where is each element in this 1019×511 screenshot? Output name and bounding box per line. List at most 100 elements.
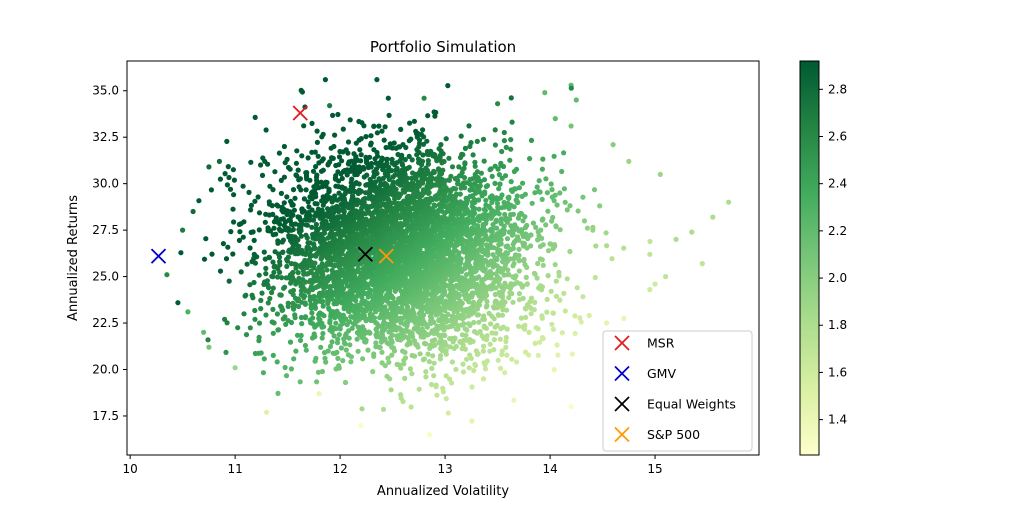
scatter-point [319,220,325,226]
scatter-point [356,187,362,193]
scatter-point [379,155,385,161]
scatter-point [349,176,355,182]
scatter-point [313,221,319,228]
scatter-point [532,190,538,196]
scatter-point [327,318,333,324]
scatter-point [493,298,499,304]
scatter-point [271,264,277,270]
scatter-point [552,262,558,268]
scatter-point [572,330,578,337]
scatter-point [463,356,470,362]
scatter-point [564,276,570,282]
scatter-point [388,387,394,393]
scatter-point [425,158,431,164]
scatter-point [262,256,268,262]
scatter-point [463,306,469,312]
scatter-point [474,169,480,175]
scatter-point [494,322,500,328]
scatter-point [270,352,276,358]
scatter-point [458,133,464,139]
scatter-point [540,216,546,222]
scatter-point [282,314,288,320]
scatter-point [501,199,507,206]
scatter-point [493,330,499,336]
scatter-point [340,358,346,364]
scatter-point [484,242,490,248]
scatter-point [252,307,258,314]
scatter-point [307,294,313,300]
scatter-point [284,263,290,269]
scatter-point [445,324,451,330]
scatter-point [528,295,535,301]
scatter-point [409,352,415,359]
scatter-point [262,279,268,285]
scatter-point [593,243,599,249]
scatter-point [564,207,570,213]
scatter-point [522,322,528,328]
scatter-point [287,339,294,345]
scatter-point [584,225,591,231]
scatter-point [449,359,455,365]
scatter-point [443,136,449,142]
scatter-point [247,282,253,288]
scatter-point [481,360,487,366]
scatter-point [448,173,454,179]
scatter-point [501,129,507,136]
scatter-point [463,195,469,201]
scatter-point [436,317,442,323]
scatter-point [509,119,515,125]
scatter-point [418,166,424,173]
scatter-point [443,396,449,402]
scatter-point [371,351,377,357]
scatter-point [455,312,461,318]
scatter-point [530,220,537,226]
scatter-point [295,270,301,276]
scatter-point [499,348,505,354]
scatter-point [508,137,514,143]
scatter-point [430,353,436,359]
scatter-point [164,272,170,278]
scatter-point [267,295,273,302]
scatter-point [275,390,281,396]
scatter-point [424,148,430,155]
scatter-point [450,321,456,327]
scatter-point [386,359,392,365]
scatter-point [480,376,487,382]
scatter-point [503,338,509,345]
scatter-point [470,152,476,158]
scatter-point [524,222,530,229]
scatter-point [270,285,276,291]
scatter-point [509,356,515,362]
scatter-point [689,229,695,235]
scatter-point [389,332,395,338]
scatter-point [354,336,360,342]
scatter-point [469,203,475,209]
scatter-point [429,365,435,371]
scatter-point [513,166,520,172]
scatter-point [497,181,503,187]
scatter-point [604,320,610,326]
scatter-point [334,308,340,314]
scatter-point [489,330,495,336]
scatter-point [296,275,302,281]
scatter-point [327,343,334,349]
scatter-point [319,368,325,375]
chart-title: Portfolio Simulation [370,38,516,56]
scatter-point [503,334,509,341]
scatter-point [299,321,305,327]
scatter-point [336,363,342,369]
scatter-point [581,218,588,224]
scatter-point [256,334,262,340]
scatter-point [392,172,398,178]
scatter-point [466,123,472,129]
scatter-point [333,320,339,326]
scatter-point [480,222,486,228]
scatter-point [291,356,297,362]
scatter-point [504,236,511,242]
scatter-point [486,310,492,316]
scatter-point [523,274,529,280]
scatter-point [533,224,539,230]
scatter-point [270,306,276,312]
scatter-point [420,357,426,363]
scatter-point [545,248,552,254]
